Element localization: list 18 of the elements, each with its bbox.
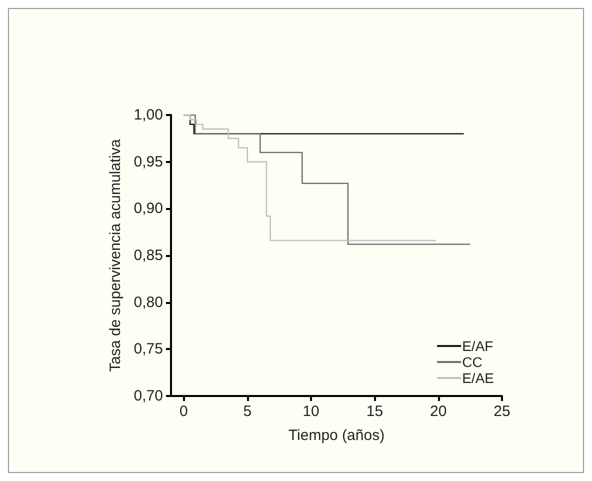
y-tick-label: 0,95	[134, 153, 163, 170]
x-tick-label: 10	[302, 403, 320, 420]
x-tick-label: 25	[494, 403, 510, 420]
legend-label: E/AE	[462, 370, 494, 386]
y-tick-label: 1,00	[134, 106, 163, 124]
x-tick-label: 15	[366, 403, 384, 420]
legend-label: CC	[462, 354, 482, 370]
x-tick-label: 0	[180, 403, 188, 420]
x-tick-label: 5	[243, 403, 252, 420]
y-axis-title: Tasa de supervivencia acumulativa	[106, 138, 124, 372]
y-tick-label: 0,75	[134, 340, 163, 358]
y-tick-label: 0,70	[134, 388, 163, 404]
legend-label: E/AF	[462, 338, 494, 354]
x-axis-title: Tiempo (años)	[288, 427, 385, 444]
y-tick-label: 0,85	[134, 247, 163, 264]
y-tick-label: 0,90	[134, 200, 163, 218]
y-tick-label: 0,80	[134, 294, 163, 311]
x-tick-label: 20	[430, 403, 447, 420]
